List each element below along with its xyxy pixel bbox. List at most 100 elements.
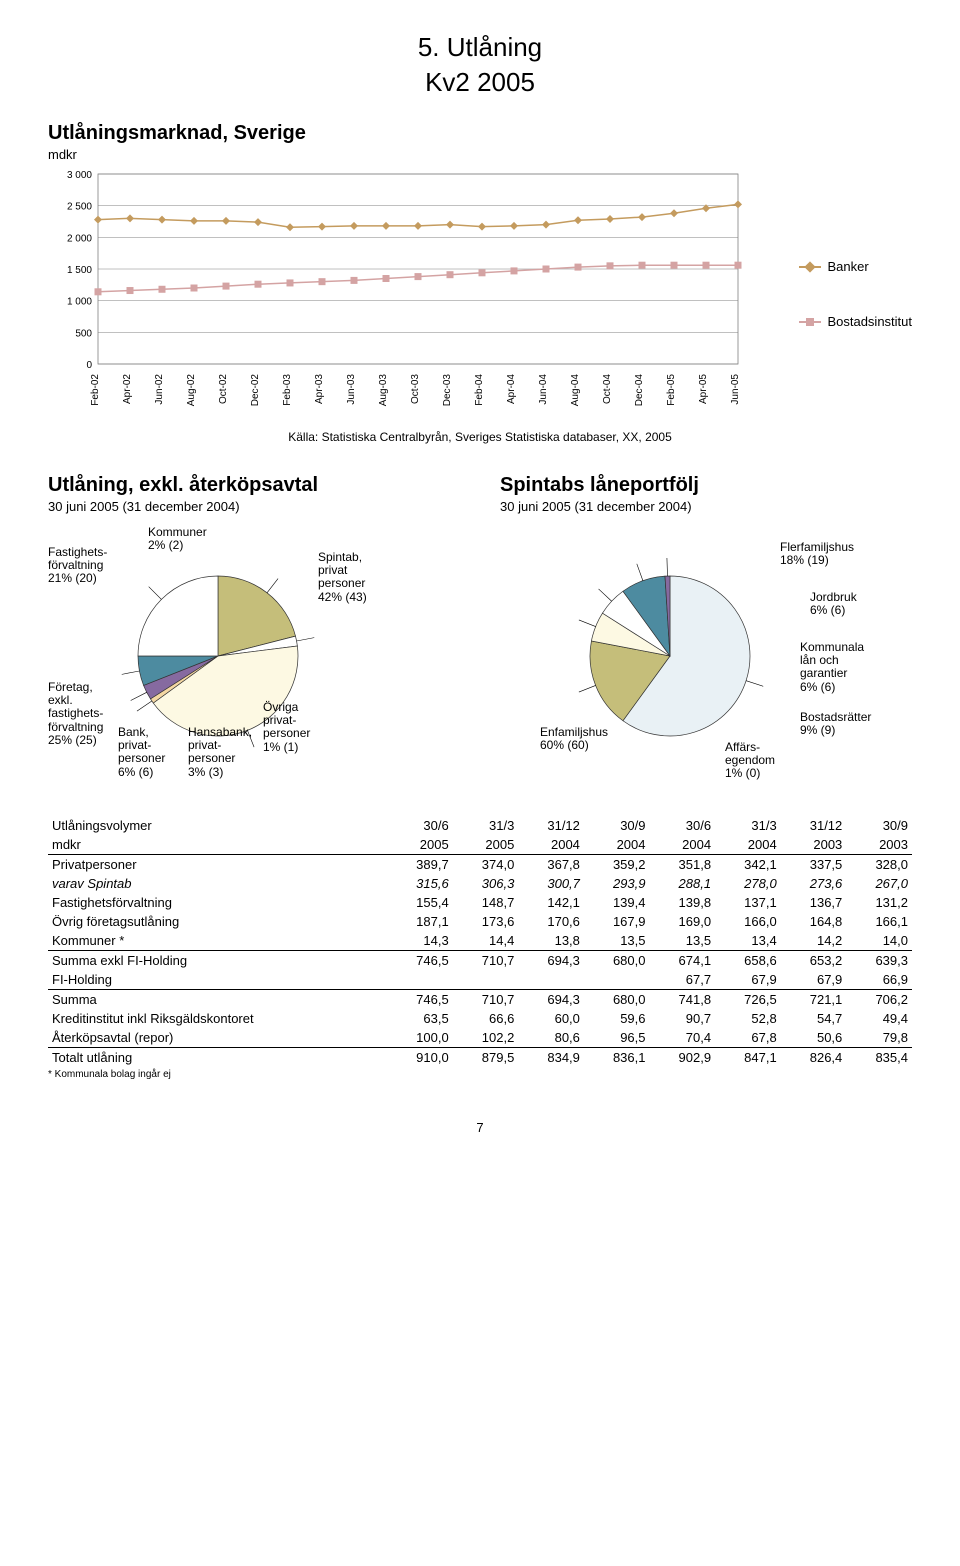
table-cell: 173,6: [453, 912, 519, 931]
table-row: Kommuner *14,314,413,813,513,513,414,214…: [48, 931, 912, 951]
pie-slice-label: Jordbruk 6% (6): [810, 591, 857, 617]
table-cell: Totalt utlåning: [48, 1048, 387, 1068]
table-cell: 30/9: [584, 816, 650, 835]
table-cell: 826,4: [781, 1048, 847, 1068]
table-row: Övrig företagsutlåning187,1173,6170,6167…: [48, 912, 912, 931]
table-cell: 2004: [584, 835, 650, 855]
svg-text:Feb-05: Feb-05: [666, 374, 677, 406]
pie-slice-label: Bostadsrätter 9% (9): [800, 711, 871, 737]
pie-slice-label: Företag, exkl. fastighets- förvaltning 2…: [48, 681, 103, 747]
line-chart-unit: mdkr: [48, 147, 912, 162]
table-row: mdkr20052005200420042004200420032003: [48, 835, 912, 855]
table-cell: 167,9: [584, 912, 650, 931]
table-cell: 653,2: [781, 951, 847, 971]
table-cell: 49,4: [846, 1009, 912, 1028]
table-cell: Summa exkl FI-Holding: [48, 951, 387, 971]
pie-row: Utlåning, exkl. återköpsavtal 30 juni 20…: [48, 474, 912, 786]
svg-text:2 000: 2 000: [67, 233, 92, 244]
table-cell: 30/6: [387, 816, 453, 835]
table-cell: 14,3: [387, 931, 453, 951]
pie-slice-label: Flerfamiljshus 18% (19): [780, 541, 854, 567]
svg-text:Apr-02: Apr-02: [122, 374, 133, 404]
table-cell: 674,1: [650, 951, 716, 971]
legend-swatch: [799, 321, 821, 323]
pie-slice-label: Bank, privat- personer 6% (6): [118, 726, 165, 779]
table-cell: 13,5: [584, 931, 650, 951]
table-footnote: * Kommunala bolag ingår ej: [48, 1069, 912, 1080]
table-cell: 267,0: [846, 874, 912, 893]
table-cell: 66,9: [846, 970, 912, 990]
svg-text:Apr-05: Apr-05: [698, 374, 709, 404]
table-cell: 902,9: [650, 1048, 716, 1068]
line-chart-block: Utlåningsmarknad, Sverige mdkr 05001 000…: [48, 122, 912, 444]
table-cell: Återköpsavtal (repor): [48, 1028, 387, 1048]
table-cell: 60,0: [518, 1009, 584, 1028]
table-cell: 67,9: [781, 970, 847, 990]
line-chart-source: Källa: Statistiska Centralbyrån, Sverige…: [48, 430, 912, 444]
table-cell: Övrig företagsutlåning: [48, 912, 387, 931]
svg-text:Feb-03: Feb-03: [282, 374, 293, 406]
svg-text:Dec-04: Dec-04: [634, 374, 645, 407]
table-cell: 288,1: [650, 874, 716, 893]
table-cell: 389,7: [387, 855, 453, 875]
data-table: Utlåningsvolymer30/631/331/1230/930/631/…: [48, 816, 912, 1067]
table-cell: 169,0: [650, 912, 716, 931]
legend-swatch: [799, 266, 821, 268]
table-cell: 13,5: [650, 931, 716, 951]
table-cell: 52,8: [715, 1009, 781, 1028]
page-title-1: 5. Utlåning: [48, 32, 912, 63]
svg-text:Dec-02: Dec-02: [250, 374, 261, 407]
svg-text:Aug-03: Aug-03: [378, 374, 389, 407]
table-cell: 67,7: [650, 970, 716, 990]
table-cell: 367,8: [518, 855, 584, 875]
svg-text:1 500: 1 500: [67, 265, 92, 276]
table-cell: Kreditinstitut inkl Riksgäldskontoret: [48, 1009, 387, 1028]
table-row: Summa746,5710,7694,3680,0741,8726,5721,1…: [48, 990, 912, 1010]
table-row: Fastighetsförvaltning155,4148,7142,1139,…: [48, 893, 912, 912]
table-cell: Fastighetsförvaltning: [48, 893, 387, 912]
table-cell: 67,9: [715, 970, 781, 990]
table-cell: 328,0: [846, 855, 912, 875]
table-cell: 2003: [846, 835, 912, 855]
svg-text:Feb-04: Feb-04: [474, 374, 485, 406]
page-number: 7: [48, 1120, 912, 1135]
table-cell: 14,2: [781, 931, 847, 951]
table-row: Summa exkl FI-Holding746,5710,7694,3680,…: [48, 951, 912, 971]
table-cell: 2004: [715, 835, 781, 855]
table-cell: 741,8: [650, 990, 716, 1010]
table-cell: 31/12: [781, 816, 847, 835]
table-cell: 13,4: [715, 931, 781, 951]
table-cell: 14,0: [846, 931, 912, 951]
table-cell: 306,3: [453, 874, 519, 893]
svg-text:Dec-03: Dec-03: [442, 374, 453, 407]
legend-item: Banker: [799, 259, 912, 274]
svg-text:Jun-02: Jun-02: [154, 374, 165, 405]
pie-slice-label: Hansabank, privat- personer 3% (3): [188, 726, 252, 779]
svg-text:Feb-02: Feb-02: [90, 374, 101, 406]
table-cell: 170,6: [518, 912, 584, 931]
svg-text:Apr-04: Apr-04: [506, 374, 517, 404]
table-row: FI-Holding67,767,967,966,9: [48, 970, 912, 990]
table-row: Totalt utlåning910,0879,5834,9836,1902,9…: [48, 1048, 912, 1068]
table-cell: 721,1: [781, 990, 847, 1010]
line-chart-legend: BankerBostadsinstitut: [789, 164, 912, 424]
table-cell: 139,4: [584, 893, 650, 912]
table-cell: 131,2: [846, 893, 912, 912]
table-cell: 706,2: [846, 990, 912, 1010]
table-cell: 879,5: [453, 1048, 519, 1068]
table-cell: 273,6: [781, 874, 847, 893]
pie-slice-label: Affärs- egendom 1% (0): [725, 741, 775, 781]
table-cell: 300,7: [518, 874, 584, 893]
table-cell: 30/6: [650, 816, 716, 835]
pie-right-subtitle: 30 juni 2005 (31 december 2004): [500, 499, 912, 514]
table-cell: 80,6: [518, 1028, 584, 1048]
table-cell: [584, 970, 650, 990]
table-cell: 639,3: [846, 951, 912, 971]
table-cell: mdkr: [48, 835, 387, 855]
pie-left-subtitle: 30 juni 2005 (31 december 2004): [48, 499, 460, 514]
table-cell: 13,8: [518, 931, 584, 951]
table-cell: 342,1: [715, 855, 781, 875]
table-cell: 2005: [453, 835, 519, 855]
table-cell: 30/9: [846, 816, 912, 835]
table-cell: 102,2: [453, 1028, 519, 1048]
